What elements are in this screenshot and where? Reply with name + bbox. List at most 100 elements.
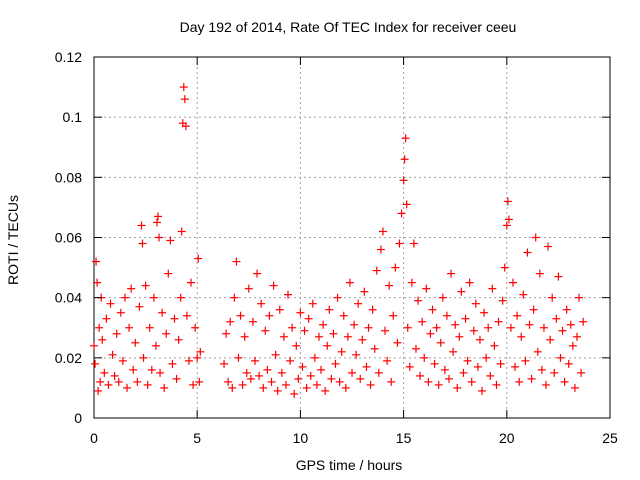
data-point [405, 362, 414, 371]
data-point [151, 341, 160, 350]
x-tick-label: 25 [602, 430, 618, 446]
data-point [554, 272, 563, 281]
data-point [494, 317, 503, 326]
data-point [537, 365, 546, 374]
data-point [182, 311, 191, 320]
data-point [308, 299, 317, 308]
data-point [374, 368, 383, 377]
data-point [94, 386, 103, 395]
data-point [445, 374, 454, 383]
data-point [352, 350, 361, 359]
data-point [275, 305, 284, 314]
data-point [333, 293, 342, 302]
data-point [91, 359, 100, 368]
y-tick-label: 0.02 [55, 350, 82, 366]
data-point [325, 305, 334, 314]
data-point [298, 362, 307, 371]
data-point [572, 332, 581, 341]
data-point [506, 323, 515, 332]
data-point [570, 383, 579, 392]
data-point [527, 374, 536, 383]
data-point [327, 374, 336, 383]
data-point [248, 317, 257, 326]
data-point [312, 380, 321, 389]
chart-title: Day 192 of 2014, Rate Of TEC Index for r… [180, 19, 517, 35]
data-point [348, 368, 356, 377]
data-point [172, 374, 181, 383]
data-point [397, 209, 406, 218]
data-point [106, 299, 115, 308]
data-point [461, 314, 470, 323]
data-point [176, 293, 185, 302]
data-point [267, 377, 276, 386]
y-tick-label: 0.1 [63, 109, 83, 125]
data-point [155, 233, 164, 242]
data-point [475, 335, 484, 344]
data-point [143, 380, 152, 389]
data-point [473, 362, 482, 371]
data-point [253, 269, 262, 278]
y-tick-label: 0.04 [55, 290, 82, 306]
data-point [407, 278, 416, 287]
data-point [271, 350, 280, 359]
data-point [550, 368, 559, 377]
data-point [284, 290, 293, 299]
data-point [442, 311, 451, 320]
data-point [383, 356, 392, 365]
data-point [112, 329, 121, 338]
data-point [102, 314, 111, 323]
data-point [230, 293, 239, 302]
data-point [244, 284, 253, 293]
data-point [220, 359, 229, 368]
data-point [416, 371, 425, 380]
data-point [432, 323, 441, 332]
data-point [529, 305, 538, 314]
data-point [306, 371, 315, 380]
data-point [273, 386, 282, 395]
data-point [409, 239, 418, 248]
data-point [381, 326, 390, 335]
data-point [482, 353, 491, 362]
data-point [463, 356, 472, 365]
data-point [189, 380, 198, 389]
data-point [118, 356, 127, 365]
data-point [195, 377, 204, 386]
data-point [95, 323, 104, 332]
data-point [424, 377, 433, 386]
data-point [531, 233, 540, 242]
data-point [226, 317, 235, 326]
data-point [523, 248, 532, 257]
data-point [138, 239, 147, 248]
data-point [180, 95, 189, 104]
data-point [391, 263, 400, 272]
x-tick-label: 10 [293, 430, 309, 446]
data-point [290, 389, 299, 398]
data-point [135, 302, 144, 311]
data-point [147, 365, 156, 374]
data-point [525, 320, 534, 329]
data-point [521, 356, 530, 365]
data-point [319, 320, 328, 329]
data-point [428, 305, 437, 314]
data-point [368, 305, 377, 314]
data-point [310, 353, 319, 362]
data-point [360, 287, 369, 296]
data-point [562, 305, 571, 314]
data-point [153, 212, 162, 221]
data-point [158, 308, 167, 317]
data-point [294, 374, 303, 383]
data-point [116, 308, 125, 317]
data-point [484, 323, 493, 332]
data-point [354, 299, 363, 308]
data-point [400, 155, 409, 164]
data-point [141, 281, 150, 290]
data-point [447, 269, 456, 278]
data-point [114, 377, 123, 386]
data-point [288, 323, 297, 332]
data-point [196, 347, 205, 356]
data-point [304, 314, 313, 323]
data-point [228, 383, 237, 392]
data-point [127, 284, 136, 293]
data-point [323, 341, 332, 350]
